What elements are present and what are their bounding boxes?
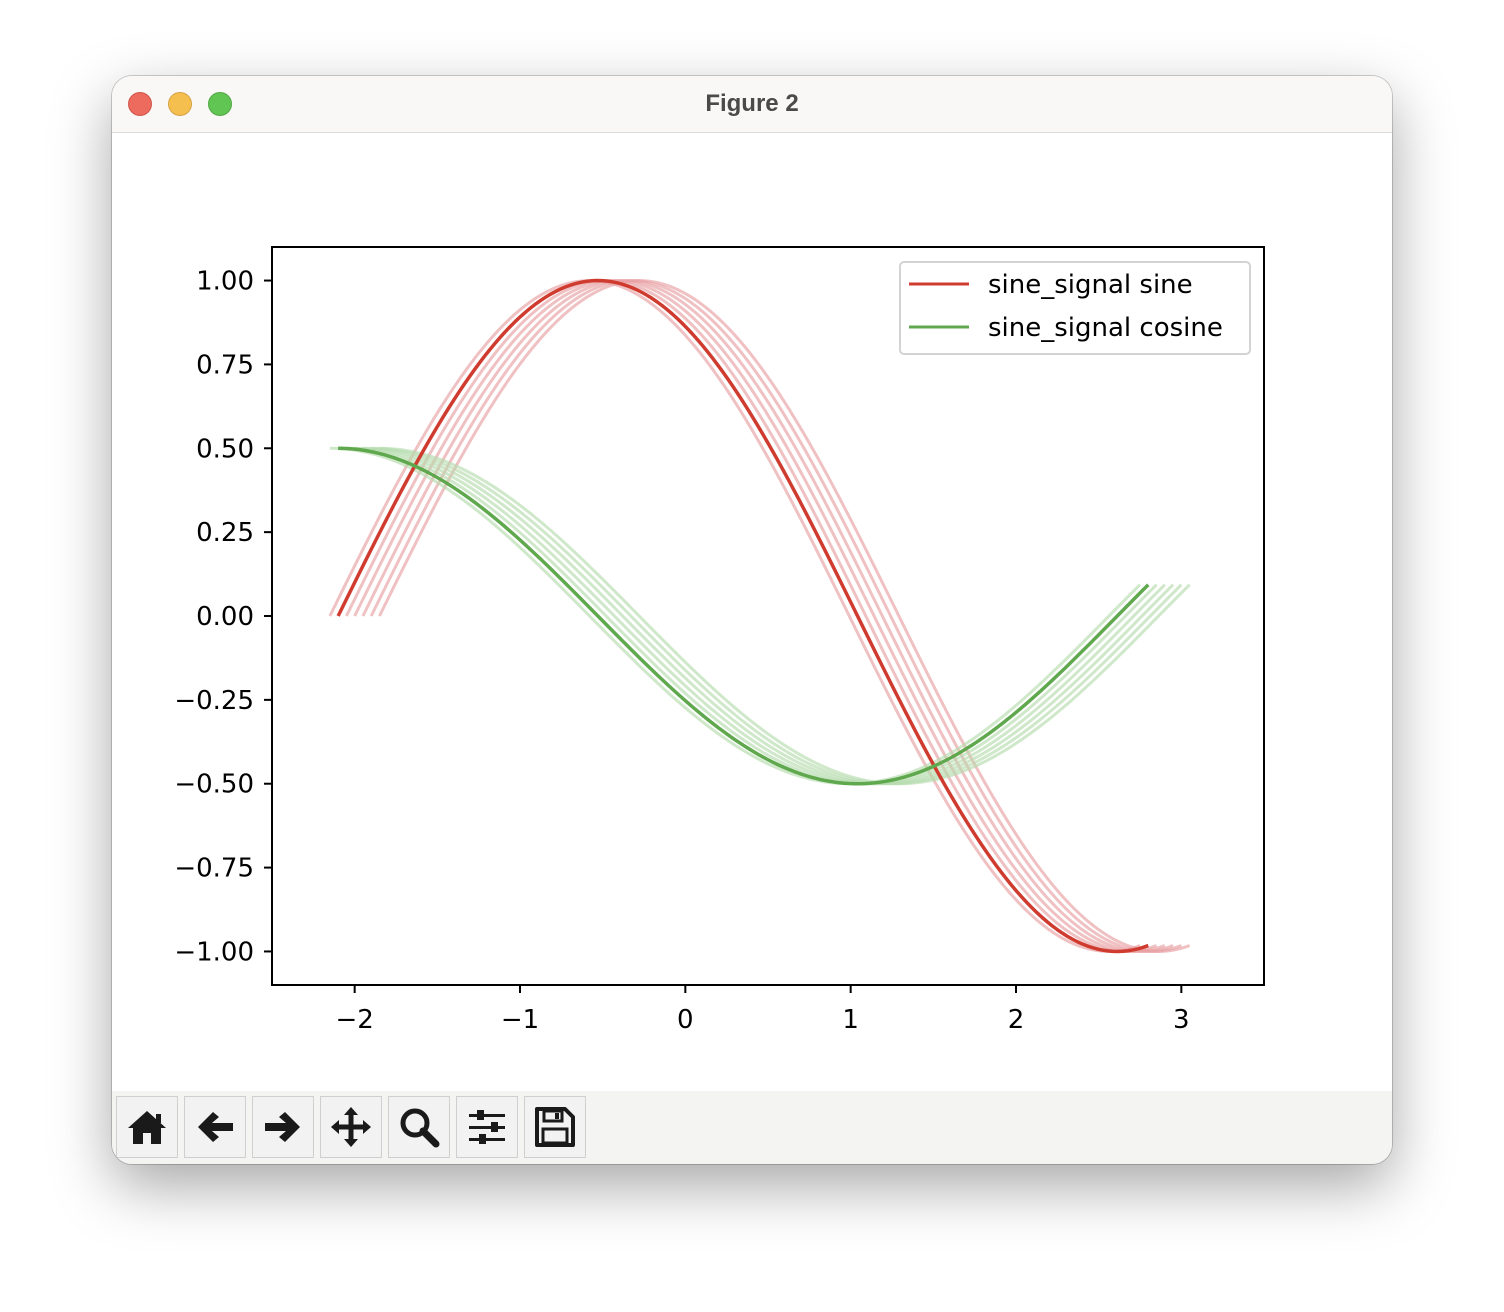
y-tick-label: 0.50 xyxy=(196,434,254,464)
arrow-right-icon xyxy=(265,1112,300,1142)
sine-ghost-trace-4 xyxy=(369,279,1182,953)
move-icon xyxy=(331,1107,371,1147)
save-button[interactable] xyxy=(524,1096,586,1158)
y-tick-label: 0.25 xyxy=(196,518,254,548)
figure-window: Figure 2 −2 −1 0 1 2 3 1.00 0.75 0.50 0.25 0.00 −0… xyxy=(112,76,1392,1164)
x-tick-label: −1 xyxy=(501,1005,539,1035)
sine-series-line xyxy=(336,278,1149,954)
home-icon xyxy=(128,1111,166,1144)
line-chart: −2 −1 0 1 2 3 1.00 0.75 0.50 0.25 0.00 −0.25 −0.50 −… xyxy=(174,246,1265,1035)
back-button[interactable] xyxy=(184,1096,246,1158)
configure-subplots-button[interactable] xyxy=(456,1096,518,1158)
home-button[interactable] xyxy=(116,1096,178,1158)
sine-ghost-trace-2 xyxy=(353,279,1166,953)
zoom-button[interactable] xyxy=(388,1096,450,1158)
cosine-ghost-trace-1 xyxy=(346,446,1158,786)
x-tick-label: 3 xyxy=(1173,1005,1190,1035)
sine-ghost-trace-5 xyxy=(378,279,1191,953)
y-tick-label: 0.00 xyxy=(196,602,254,632)
pan-button[interactable] xyxy=(320,1096,382,1158)
magnifier-icon xyxy=(400,1108,440,1148)
forward-button[interactable] xyxy=(252,1096,314,1158)
sine-ghost-trace-3 xyxy=(361,279,1174,953)
maximize-window-button[interactable] xyxy=(208,92,232,116)
series-lines xyxy=(336,278,1150,954)
legend-box xyxy=(899,261,1251,355)
y-tick-label: −0.25 xyxy=(174,686,254,716)
title-bar: Figure 2 xyxy=(112,76,1392,133)
legend: sine_signal sine sine_signal cosine xyxy=(899,261,1251,355)
x-tick-label: 1 xyxy=(842,1005,859,1035)
sliders-icon xyxy=(469,1110,505,1144)
y-tick-label: 1.00 xyxy=(196,267,254,297)
y-tick-label: 0.75 xyxy=(196,350,254,380)
cosine-ghost-trace-0 xyxy=(329,446,1142,786)
window-title: Figure 2 xyxy=(705,90,799,117)
y-tick-label: −0.75 xyxy=(174,854,254,884)
minimize-window-button[interactable] xyxy=(168,92,192,116)
x-tick-label: −2 xyxy=(336,1005,374,1035)
x-tick-label: 2 xyxy=(1008,1005,1025,1035)
ghost-traces xyxy=(328,279,1191,953)
sine-ghost-trace-0 xyxy=(328,279,1141,953)
sine-ghost-trace-1 xyxy=(345,279,1158,953)
legend-label-cosine: sine_signal cosine xyxy=(988,313,1223,343)
navigation-toolbar xyxy=(112,1091,1392,1164)
close-window-button[interactable] xyxy=(128,92,152,116)
y-tick-label: −1.00 xyxy=(174,937,254,967)
cosine-series-line xyxy=(338,446,1150,786)
cosine-ghost-trace-3 xyxy=(362,446,1175,786)
arrow-left-icon xyxy=(198,1112,233,1142)
cosine-ghost-trace-2 xyxy=(354,446,1166,786)
y-axis: 1.00 0.75 0.50 0.25 0.00 −0.25 −0.50 −0.75 −1.00 xyxy=(174,267,272,967)
plot-area-background xyxy=(272,247,1264,985)
figure-canvas[interactable]: −2 −1 0 1 2 3 1.00 0.75 0.50 0.25 0.00 −0.25 −0.50 −… xyxy=(112,133,1392,1091)
cosine-ghost-trace-4 xyxy=(371,446,1183,786)
legend-label-sine: sine_signal sine xyxy=(988,270,1193,300)
y-tick-label: −0.50 xyxy=(174,770,254,800)
x-tick-label: 0 xyxy=(677,1005,694,1035)
cosine-ghost-trace-5 xyxy=(379,446,1191,786)
floppy-disk-icon xyxy=(535,1107,575,1147)
x-axis: −2 −1 0 1 2 3 xyxy=(336,985,1190,1035)
